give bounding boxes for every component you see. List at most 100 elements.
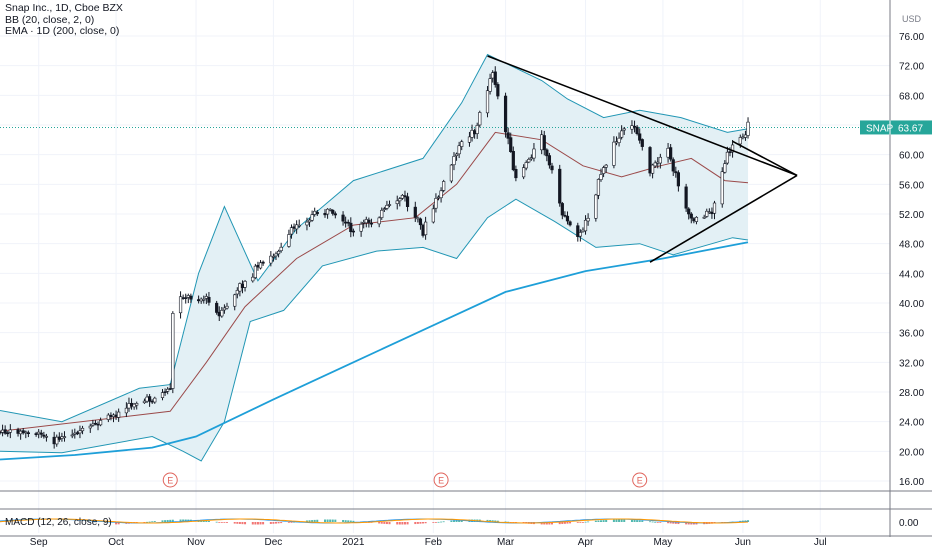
- candle-body: [42, 434, 46, 437]
- macd-histogram-bar: [594, 520, 597, 522]
- candle-body: [728, 151, 732, 154]
- candle-body: [436, 196, 441, 199]
- candle-body: [514, 169, 518, 179]
- macd-histogram-bar: [153, 521, 156, 522]
- macd-histogram-bar: [151, 521, 154, 523]
- candle-body: [413, 206, 417, 218]
- macd-histogram-bar: [600, 520, 603, 522]
- macd-histogram-bar: [612, 519, 615, 522]
- candle-body: [57, 436, 61, 440]
- y-tick-label: 36.00: [899, 329, 924, 340]
- candle-body: [220, 309, 224, 317]
- macd-tick-label: 0.00: [899, 518, 919, 529]
- macd-histogram-bar: [674, 522, 677, 524]
- candle-body: [509, 137, 513, 153]
- macd-histogram-bar: [633, 519, 636, 522]
- macd-histogram-bar: [563, 522, 566, 524]
- candle-body: [305, 221, 309, 226]
- macd-histogram-bar: [398, 522, 401, 525]
- macd-histogram-bar: [576, 522, 579, 523]
- candle-body: [333, 213, 337, 216]
- candle-body: [653, 162, 657, 167]
- y-tick-label: 68.00: [899, 91, 924, 102]
- macd-histogram-bar: [215, 521, 218, 523]
- macd-histogram-bar: [256, 522, 259, 525]
- legend-ema: EMA · 1D (200, close, 0): [5, 25, 120, 37]
- candle-body: [746, 121, 750, 136]
- trendline: [487, 55, 798, 177]
- macd-histogram-bar: [651, 521, 654, 523]
- macd-histogram-bar: [171, 519, 174, 522]
- legend-symbol: Snap Inc., 1D, Cboe BZX: [5, 2, 123, 14]
- macd-histogram-bar: [166, 519, 169, 522]
- candle-body: [88, 425, 92, 429]
- candle-body: [635, 126, 639, 135]
- candle-body: [111, 414, 116, 417]
- candle-body: [687, 208, 691, 215]
- candle-body: [117, 411, 121, 418]
- candle-body: [741, 136, 745, 139]
- macd-histogram-bar: [419, 522, 422, 524]
- candle-body: [204, 296, 208, 299]
- macd-histogram-bar: [146, 521, 149, 523]
- macd-histogram-bar: [143, 522, 146, 523]
- macd-histogram-bar: [440, 521, 443, 523]
- macd-histogram-bar: [672, 522, 675, 524]
- candle-body: [109, 414, 113, 417]
- candle-body: [594, 194, 598, 219]
- macd-histogram-bar: [579, 522, 582, 523]
- macd-pane: 0.00: [0, 518, 919, 529]
- candle-body: [207, 296, 211, 303]
- candle-body: [405, 196, 410, 207]
- candle-body: [449, 164, 454, 182]
- x-tick-label: Jun: [735, 537, 751, 548]
- candle-body: [467, 136, 472, 143]
- candle-body: [34, 433, 38, 435]
- macd-histogram-bar: [649, 521, 652, 523]
- candle-body: [522, 167, 526, 178]
- macd-histogram-bar: [545, 522, 548, 525]
- candle-body: [596, 179, 601, 196]
- candle-body: [70, 434, 74, 437]
- macd-histogram-bar: [218, 522, 221, 523]
- macd-legend: MACD (12, 26, close, 9): [5, 517, 112, 528]
- candle-body: [132, 403, 136, 408]
- macd-histogram-bar: [496, 520, 499, 522]
- x-tick-label: May: [653, 537, 672, 548]
- candle-body: [658, 156, 662, 164]
- candle-body: [382, 208, 386, 210]
- candle-body: [656, 161, 660, 164]
- macd-histogram-bar: [262, 522, 265, 525]
- macd-histogram-bar: [638, 520, 641, 522]
- y-tick-label: 56.00: [899, 180, 924, 191]
- macd-histogram-bar: [236, 522, 239, 524]
- macd-histogram-bar: [561, 522, 564, 524]
- candle-body: [669, 147, 673, 160]
- candle-body: [269, 255, 273, 264]
- candle-body: [694, 216, 699, 222]
- candle-body: [720, 171, 724, 205]
- macd-histogram-bar: [169, 519, 172, 522]
- candle-body: [127, 403, 131, 409]
- bollinger-fill: [0, 54, 749, 461]
- candle-body: [563, 214, 567, 217]
- price-tag-symbol: SNAP: [866, 123, 894, 134]
- macd-histogram-bar: [380, 522, 383, 524]
- candle-body: [601, 167, 606, 174]
- macd-histogram-bar: [316, 519, 319, 522]
- candle-body: [310, 214, 314, 221]
- candle-body: [431, 208, 435, 223]
- macd-histogram-bar: [494, 520, 497, 522]
- price-tag: SNAP 63.67: [860, 120, 932, 135]
- x-tick-label: Apr: [578, 537, 594, 548]
- candle-body: [689, 213, 693, 219]
- macd-histogram-bar: [290, 522, 293, 523]
- candle-body: [614, 141, 619, 144]
- macd-histogram-bar: [241, 522, 244, 525]
- candle-body: [640, 139, 644, 147]
- macd-histogram-bar: [238, 522, 241, 524]
- bb-basis-line: [0, 131, 749, 432]
- candle-body: [0, 429, 5, 433]
